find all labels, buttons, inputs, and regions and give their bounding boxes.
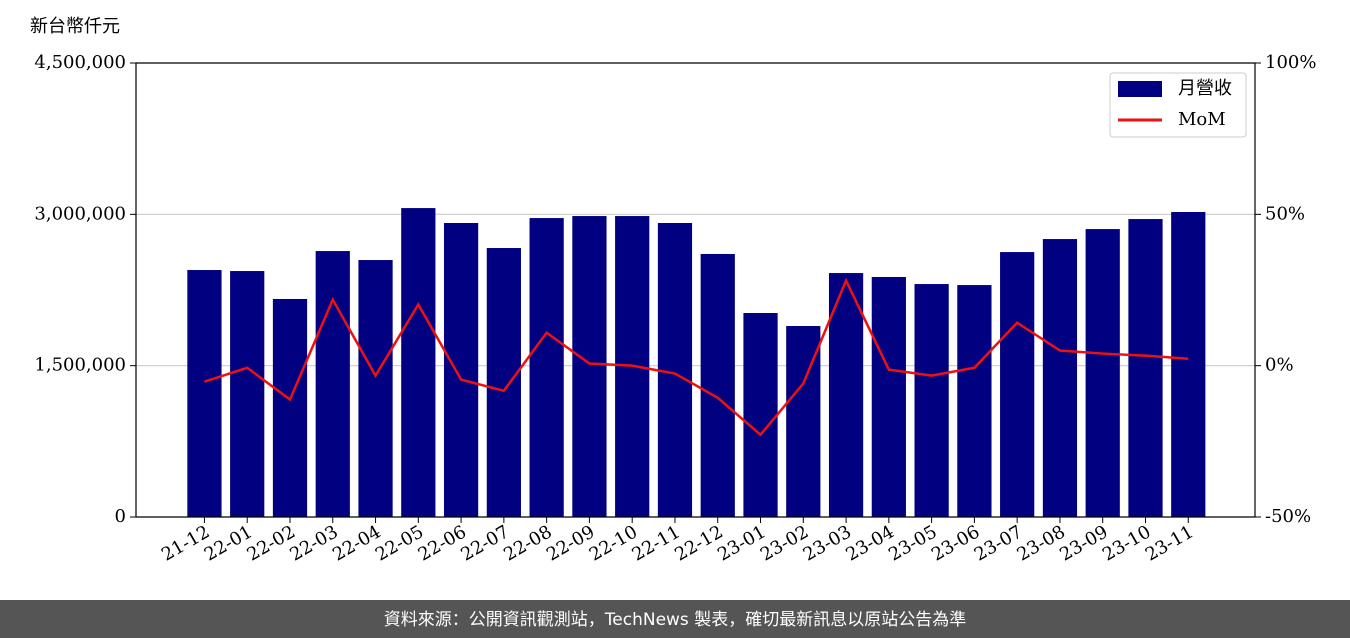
x-tick-label: 23-05 xyxy=(885,521,940,565)
bar xyxy=(657,223,693,518)
x-tick-label: 22-07 xyxy=(457,521,512,565)
y-tick-label: 3,000,000 xyxy=(34,203,126,224)
x-tick-label: 23-11 xyxy=(1142,521,1197,565)
source-note: 資料來源：公開資訊觀測站，TechNews 製表，確切最新訊息以原站公告為準 xyxy=(384,610,966,630)
y-axis-label: 新台幣仟元 xyxy=(30,16,120,37)
legend-label: MoM xyxy=(1178,109,1226,130)
bar xyxy=(358,260,393,517)
x-tick-label: 21-12 xyxy=(158,521,213,565)
bar xyxy=(871,276,906,517)
bar xyxy=(743,313,778,517)
x-tick-label: 22-12 xyxy=(671,521,726,565)
y-tick-label: 1,500,000 xyxy=(34,355,126,376)
x-tick-label: 23-08 xyxy=(1014,521,1069,565)
x-tick-label: 23-07 xyxy=(971,521,1026,565)
bar xyxy=(1128,219,1163,517)
x-tick-label: 23-09 xyxy=(1056,521,1111,565)
y2-tick-label: 50% xyxy=(1265,203,1305,224)
legend-label: 月營收 xyxy=(1178,78,1232,99)
bar xyxy=(529,218,564,517)
x-tick-label: 23-03 xyxy=(800,521,855,565)
x-tick-label: 22-10 xyxy=(586,521,641,565)
y2-tick-label: 100% xyxy=(1265,52,1316,73)
bar xyxy=(914,284,949,517)
bar xyxy=(700,253,735,517)
footer xyxy=(0,600,1350,638)
bar xyxy=(1085,229,1120,517)
y-tick-label: 0 xyxy=(115,506,126,527)
bar xyxy=(315,251,350,517)
bar xyxy=(187,270,222,517)
bar xyxy=(828,273,864,517)
x-tick-label: 22-08 xyxy=(500,521,555,565)
x-tick-label: 22-09 xyxy=(543,521,598,565)
x-tick-label: 22-02 xyxy=(244,521,299,565)
y2-tick-label: 0% xyxy=(1265,355,1294,376)
y2-tick-label: -50% xyxy=(1265,506,1311,527)
x-tick-label: 23-02 xyxy=(757,521,812,565)
bar xyxy=(486,248,521,518)
bar xyxy=(443,223,479,518)
bar xyxy=(1171,212,1206,518)
x-tick-label: 22-03 xyxy=(286,521,341,565)
x-tick-label: 23-01 xyxy=(714,521,769,565)
bar xyxy=(1000,252,1035,517)
x-tick-label: 23-10 xyxy=(1099,521,1154,565)
x-tick-label: 22-04 xyxy=(329,521,384,565)
x-tick-label: 22-11 xyxy=(629,521,684,565)
x-tick-label: 22-01 xyxy=(201,521,256,565)
x-tick-label: 22-05 xyxy=(372,521,427,565)
x-tick-label: 23-04 xyxy=(842,521,897,565)
bar xyxy=(230,271,265,517)
line xyxy=(204,277,1189,437)
y-tick-label: 4,500,000 xyxy=(34,52,126,73)
plot-border xyxy=(135,62,1256,518)
bar xyxy=(957,285,992,517)
bar xyxy=(401,208,436,517)
bar xyxy=(272,298,308,517)
bar xyxy=(1042,239,1078,517)
bar xyxy=(572,216,607,517)
x-tick-label: 23-06 xyxy=(928,521,983,565)
legend-swatch xyxy=(1118,81,1162,97)
x-tick-label: 22-06 xyxy=(415,521,470,565)
